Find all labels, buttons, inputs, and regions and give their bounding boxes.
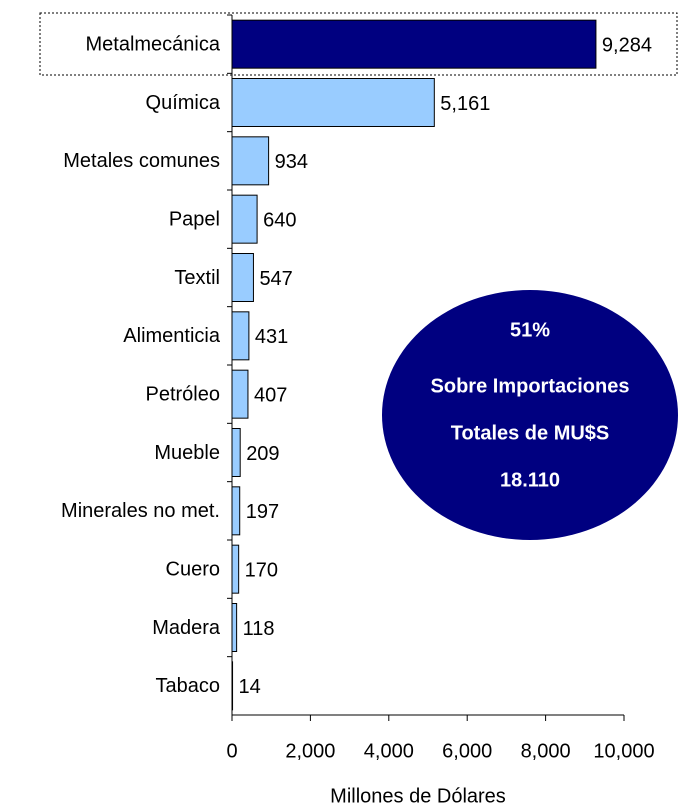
value-label: 547: [259, 268, 292, 290]
selection-box: [39, 12, 678, 76]
bar: [231, 78, 435, 127]
value-label: 118: [243, 618, 275, 640]
annotation-text: 51%: [510, 319, 550, 341]
x-tick-label: 6,000: [442, 740, 492, 762]
bar: [231, 19, 597, 69]
y-tick-label: Minerales no met.: [61, 500, 220, 522]
y-tick-label: Textil: [174, 267, 220, 289]
bar: [231, 603, 238, 652]
bar: [231, 428, 241, 477]
value-label: 209: [246, 443, 279, 465]
value-label: 934: [275, 151, 308, 173]
bar: [231, 486, 241, 536]
bar: [231, 369, 249, 419]
y-tick-label: Tabaco: [156, 675, 221, 697]
value-label: 170: [245, 559, 278, 581]
value-label: 197: [246, 501, 279, 523]
bar: [231, 311, 250, 361]
x-tick-label: 4,000: [364, 740, 414, 762]
value-label: 9,284: [602, 34, 652, 56]
annotation-ellipse: [382, 290, 678, 540]
value-label: 407: [254, 384, 287, 406]
annotation-text: Totales de MU$S: [451, 422, 610, 444]
bar: [231, 253, 254, 302]
y-tick-label: Petróleo: [146, 383, 221, 405]
bar: [231, 136, 270, 186]
value-label: 431: [255, 326, 288, 348]
bar: [231, 194, 258, 244]
y-tick-label: Cuero: [166, 558, 220, 580]
x-tick-label: 8,000: [521, 740, 571, 762]
x-tick-label: 2,000: [285, 740, 335, 762]
y-tick-label: Metalmecánica: [85, 33, 220, 55]
y-tick-label: Alimenticia: [123, 325, 221, 347]
y-tick-label: Mueble: [154, 442, 220, 464]
annotation-text: 18.110: [500, 469, 560, 491]
value-label: 5,161: [440, 93, 490, 115]
bar: [231, 544, 240, 594]
y-tick-label: Metales comunes: [63, 150, 220, 172]
x-tick-label: 0: [226, 740, 237, 762]
annotation-text: Sobre Importaciones: [431, 375, 630, 397]
x-tick-label: 10,000: [593, 740, 654, 762]
x-axis-title: Millones de Dólares: [330, 785, 506, 807]
y-tick-label: Química: [146, 92, 221, 114]
value-label: 640: [263, 209, 296, 231]
y-tick-label: Madera: [152, 617, 221, 639]
y-tick-label: Papel: [169, 208, 220, 230]
bar: [231, 661, 234, 711]
value-label: 14: [239, 676, 261, 698]
